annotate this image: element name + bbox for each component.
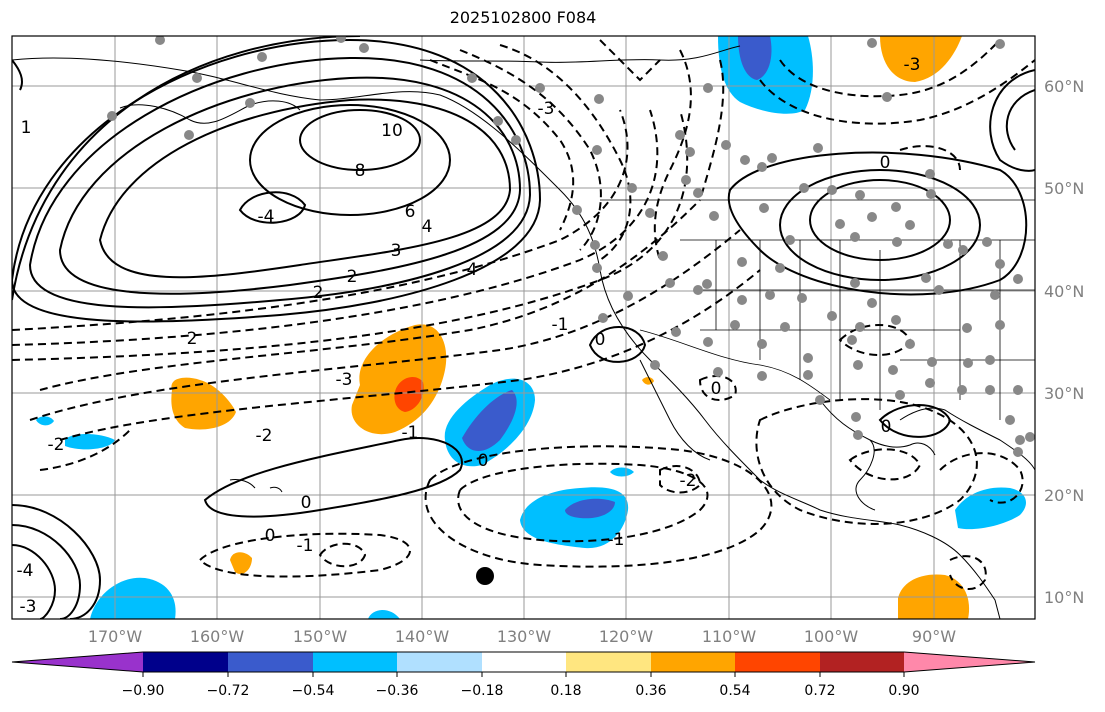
lat-label-20n: 20°N bbox=[1044, 486, 1085, 505]
contour-label: -1 bbox=[608, 530, 625, 550]
station-dots bbox=[107, 36, 1035, 457]
map-frame bbox=[11, 35, 1036, 620]
storm-center-marker bbox=[476, 567, 494, 585]
contour-label: 8 bbox=[355, 161, 366, 181]
shade-blue-small-south bbox=[610, 467, 634, 477]
map-title: 2025102800 F084 bbox=[449, 8, 597, 27]
colorbar-tick-label: 0.36 bbox=[635, 683, 667, 699]
shade-orange-northeast bbox=[880, 36, 962, 82]
shade-red-central bbox=[394, 377, 424, 412]
shade-orange-small-south bbox=[230, 552, 252, 575]
shade-darkblue-north bbox=[738, 36, 772, 80]
contour-label: 10 bbox=[381, 121, 403, 141]
lon-label-110w: 110°W bbox=[701, 627, 757, 646]
lon-label-120w: 120°W bbox=[598, 627, 654, 646]
lat-label-10n: 10°N bbox=[1044, 588, 1085, 607]
shade-blue-east bbox=[955, 487, 1026, 530]
colorbar-tick-label: 0.54 bbox=[719, 683, 751, 699]
colorbar-tick-label: −0.72 bbox=[206, 683, 250, 699]
contour-label: -3 bbox=[336, 370, 353, 390]
shade-orange-west bbox=[171, 377, 236, 430]
contour-label: -2 bbox=[256, 426, 273, 446]
contour-label: -3 bbox=[538, 99, 555, 119]
shade-orange-central bbox=[351, 324, 447, 435]
contour-label: 0 bbox=[880, 153, 891, 173]
contour-label: 0 bbox=[881, 417, 892, 437]
lat-label-60n: 60°N bbox=[1044, 77, 1085, 96]
colorbar-tick-label: −0.36 bbox=[375, 683, 419, 699]
colorbar-tick-label: 0.90 bbox=[888, 683, 920, 699]
colorbar-segment bbox=[397, 652, 482, 672]
contour-labels: 10 8 6 4 4 3 2 2 2 -4 -3 -2 -1 -1 0 0 0 … bbox=[17, 55, 921, 617]
contour-label: 0 bbox=[301, 493, 312, 513]
colorbar-segment bbox=[735, 652, 820, 672]
contour-label: 2 bbox=[313, 283, 324, 303]
borders bbox=[600, 199, 1035, 420]
contour-label: -2 bbox=[48, 435, 65, 455]
contour-label: 6 bbox=[405, 202, 416, 222]
lat-label-30n: 30°N bbox=[1044, 384, 1085, 403]
lon-label-150w: 150°W bbox=[292, 627, 348, 646]
contour-label: 2 bbox=[347, 267, 358, 287]
colorbar-tick-label: −0.54 bbox=[291, 683, 335, 699]
shade-darkblue-south bbox=[565, 498, 615, 519]
lon-label-160w: 160°W bbox=[189, 627, 245, 646]
contour-label: 4 bbox=[422, 217, 433, 237]
contour-label: -1 bbox=[297, 536, 314, 556]
contour-label: -1 bbox=[552, 315, 569, 335]
contour-label: 4 bbox=[467, 260, 478, 280]
lon-label-170w: 170°W bbox=[87, 627, 143, 646]
contour-label: -2 bbox=[680, 471, 697, 491]
colorbar-tick-label: −0.90 bbox=[121, 683, 165, 699]
coastlines bbox=[12, 45, 1035, 619]
lat-label-40n: 40°N bbox=[1044, 282, 1085, 301]
shade-blue-small-bottom bbox=[368, 609, 400, 619]
contour-label: 0 bbox=[265, 526, 276, 546]
contour-label: 1 bbox=[21, 118, 32, 138]
lon-label-90w: 90°W bbox=[911, 627, 957, 646]
colorbar-segment bbox=[228, 652, 313, 672]
colorbar-tick-label: 0.18 bbox=[550, 683, 582, 699]
contour-label: 0 bbox=[711, 379, 722, 399]
colorbar-segment bbox=[313, 652, 397, 672]
shaded-regions bbox=[36, 36, 1026, 619]
contour-label: -3 bbox=[20, 597, 37, 617]
colorbar-segment bbox=[820, 652, 904, 672]
colorbar-segment bbox=[566, 652, 651, 672]
colorbar-extend-right bbox=[904, 652, 1035, 672]
lon-label-140w: 140°W bbox=[394, 627, 450, 646]
contour-label: 0 bbox=[478, 451, 489, 471]
contour-label: -3 bbox=[904, 55, 921, 75]
lon-label-100w: 100°W bbox=[803, 627, 859, 646]
contour-label: 0 bbox=[595, 330, 606, 350]
shade-darkblue-central bbox=[462, 390, 517, 452]
colorbar-segment bbox=[143, 652, 228, 672]
lon-label-130w: 130°W bbox=[496, 627, 552, 646]
colorbar-segment bbox=[482, 652, 566, 672]
shade-blue-tiny-west bbox=[36, 416, 54, 426]
shade-blue-southwest bbox=[90, 577, 176, 619]
colorbar-tick-label: −0.18 bbox=[460, 683, 504, 699]
contour-label: 2 bbox=[187, 329, 198, 349]
colorbar bbox=[11, 651, 1036, 677]
contour-label: 3 bbox=[391, 241, 402, 261]
contour-label: -4 bbox=[17, 561, 34, 581]
contour-label: -1 bbox=[402, 423, 419, 443]
contour-label: -4 bbox=[258, 207, 275, 227]
colorbar-extend-left bbox=[12, 652, 143, 672]
colorbar-segment bbox=[651, 652, 735, 672]
shade-blue-small-west bbox=[65, 434, 115, 450]
lat-label-50n: 50°N bbox=[1044, 179, 1085, 198]
colorbar-tick-label: 0.72 bbox=[804, 683, 836, 699]
